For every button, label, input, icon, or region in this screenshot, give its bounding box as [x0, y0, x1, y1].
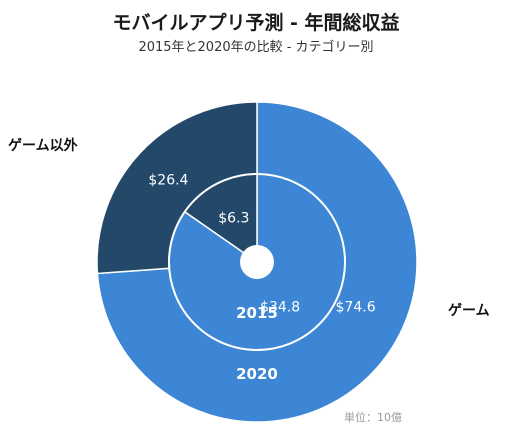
ring-label-2020: 2020	[236, 365, 278, 383]
chart-title: モバイルアプリ予測 - 年間総収益	[112, 12, 400, 34]
data-label-2020-non-games: $26.4	[148, 173, 188, 189]
legend-label-games: ゲーム	[448, 303, 490, 319]
center-hole	[240, 245, 274, 279]
unit-note: 単位：10億	[344, 411, 402, 424]
data-label-2015-non-games: $6.3	[218, 211, 249, 227]
legend-label-non-games: ゲーム以外	[8, 138, 78, 154]
chart-subtitle: 2015年と2020年の比較 - カテゴリー別	[138, 40, 374, 55]
ring-label-2015: 2015	[236, 304, 278, 322]
ring-divider-circle	[168, 173, 346, 351]
data-label-2020-games: $74.6	[336, 299, 376, 315]
slice-labels: $74.6 $26.4 $34.8 $6.3	[148, 173, 375, 316]
data-label-2015-games: $34.8	[260, 299, 300, 315]
